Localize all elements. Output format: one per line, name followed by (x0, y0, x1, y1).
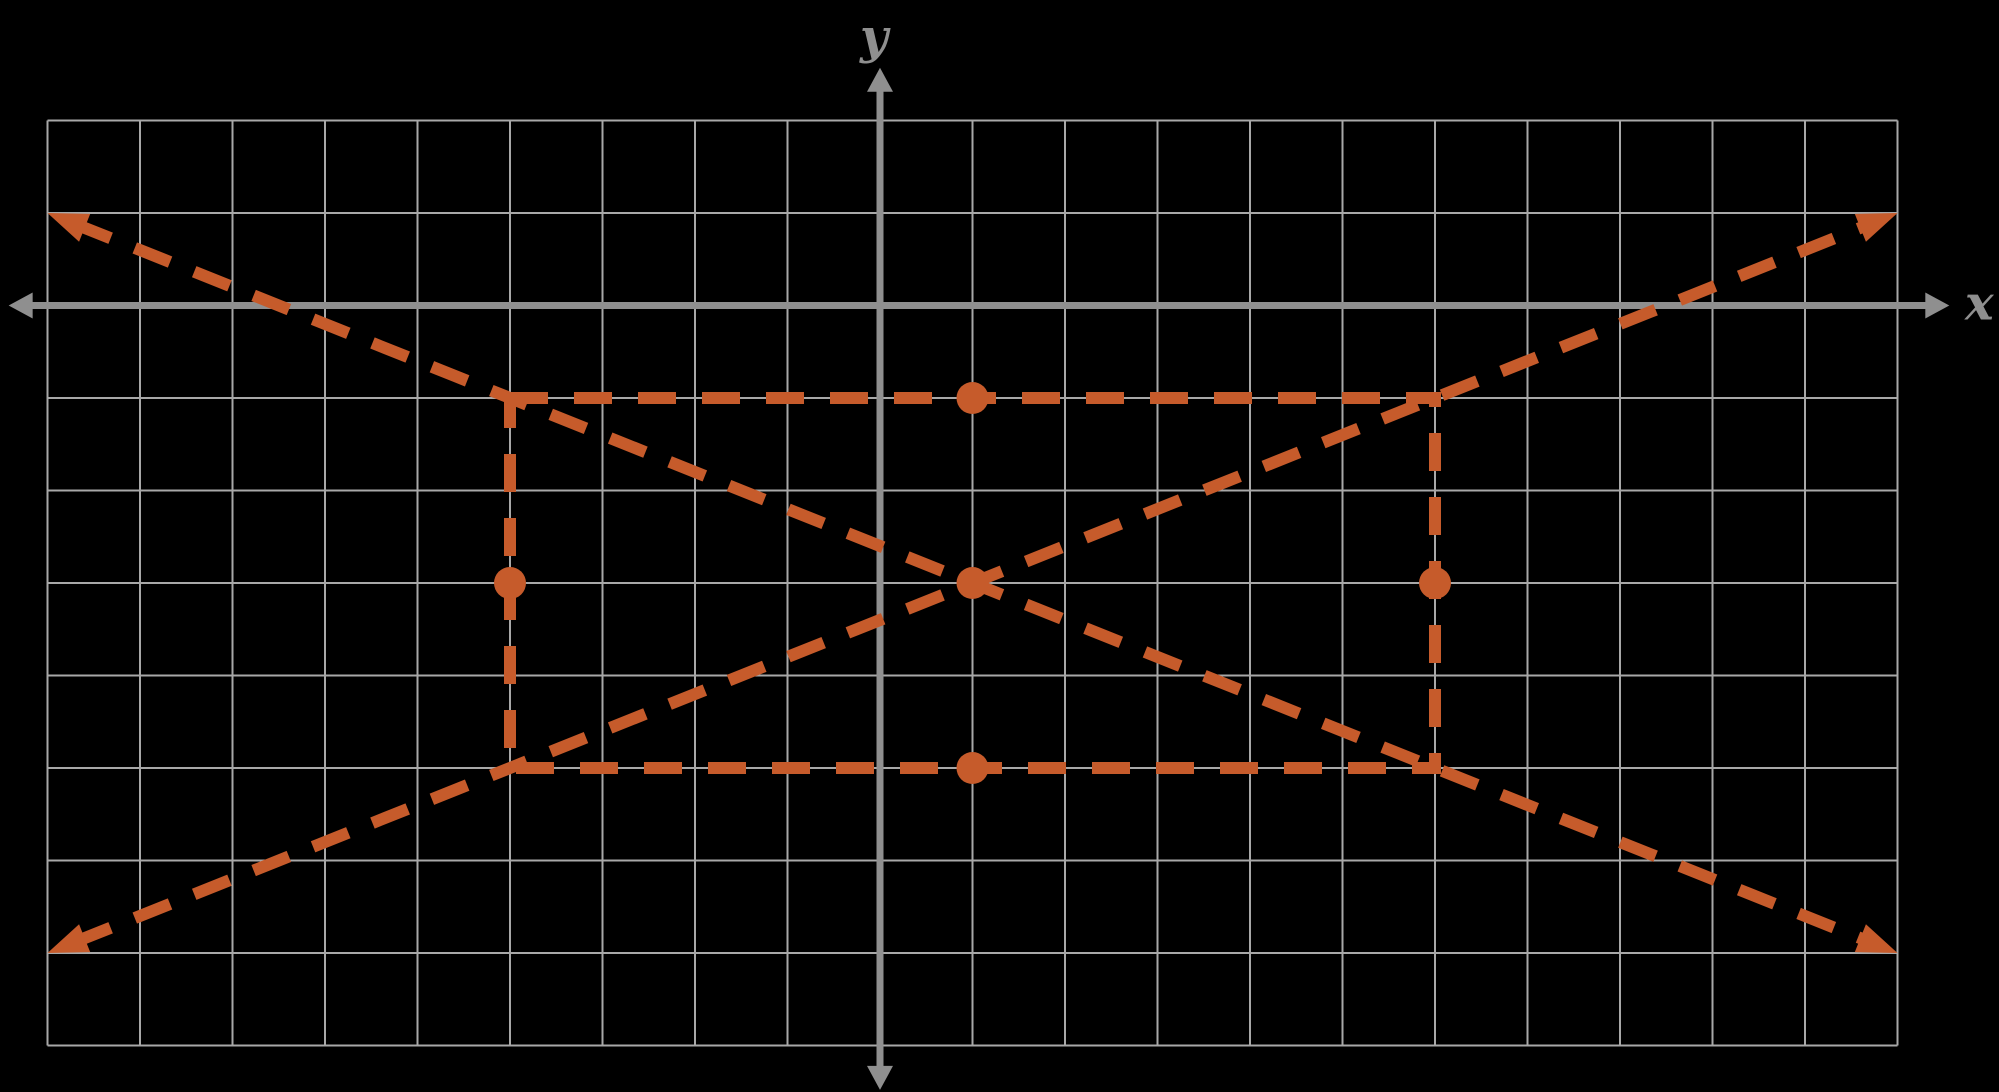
x-axis-arrow-left (8, 292, 33, 319)
asymptote-arrow-descending-end (1854, 924, 1898, 953)
x-axis-arrow-right (1925, 292, 1950, 319)
asymptote-arrow-ascending-end (1854, 213, 1898, 242)
asymptote-arrow-ascending-start (47, 924, 91, 953)
marked-point (956, 567, 989, 599)
axes-layer: xy (8, 9, 1995, 1090)
points-layer (494, 382, 1451, 784)
marked-point (494, 567, 526, 599)
marked-point (956, 752, 989, 784)
asymptote-arrow-descending-start (47, 213, 91, 242)
x-axis-label: x (1964, 276, 1995, 332)
y-axis-arrow-top (867, 67, 893, 92)
marked-point (1419, 567, 1451, 599)
y-axis-label: y (859, 9, 891, 65)
y-axis-arrow-bottom (867, 1065, 893, 1090)
marked-point (956, 382, 989, 414)
